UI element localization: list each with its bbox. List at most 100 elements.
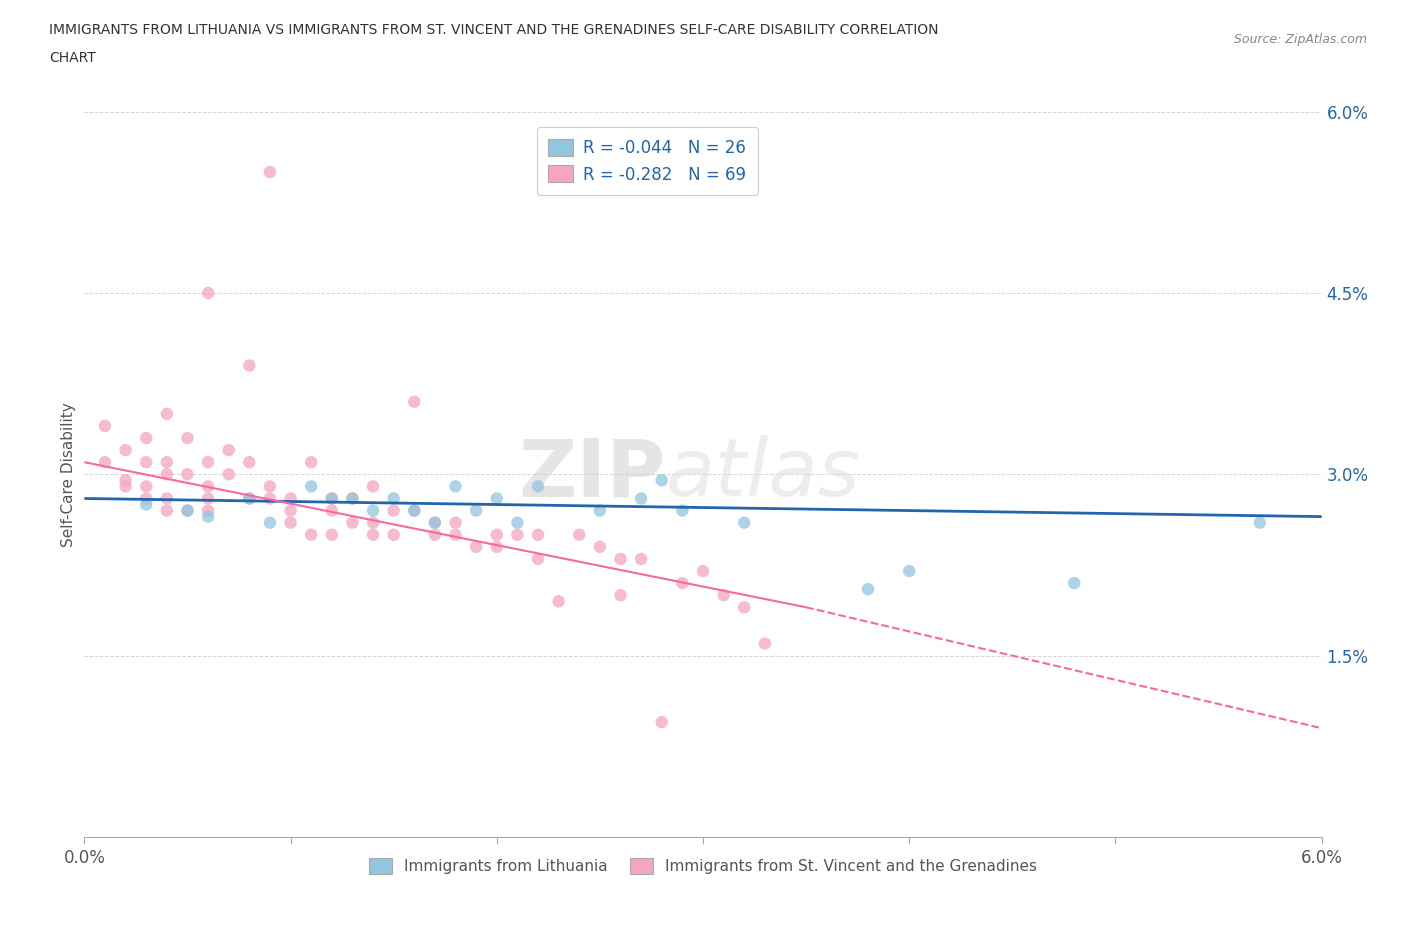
Point [156,467,179,482]
Point [299,527,322,542]
Point [361,503,384,518]
Point [342,491,364,506]
Point [259,479,281,494]
Text: IMMIGRANTS FROM LITHUANIA VS IMMIGRANTS FROM ST. VINCENT AND THE GRENADINES SELF: IMMIGRANTS FROM LITHUANIA VS IMMIGRANTS … [49,23,939,37]
Point [114,443,136,458]
Point [754,636,776,651]
Point [382,491,405,506]
Point [713,588,735,603]
Point [361,515,384,530]
Point [671,576,693,591]
Point [404,503,426,518]
Point [321,491,343,506]
Point [547,594,569,609]
Point [299,479,322,494]
Point [156,455,179,470]
Point [114,479,136,494]
Point [94,455,117,470]
Point [671,503,693,518]
Point [342,491,364,506]
Point [506,527,529,542]
Point [485,527,508,542]
Point [506,515,529,530]
Point [589,503,612,518]
Legend: Immigrants from Lithuania, Immigrants from St. Vincent and the Grenadines: Immigrants from Lithuania, Immigrants fr… [363,852,1043,880]
Point [218,443,240,458]
Point [630,551,652,566]
Point [156,491,179,506]
Point [238,491,260,506]
Point [692,564,714,578]
Point [176,431,198,445]
Point [197,503,219,518]
Point [342,515,364,530]
Point [527,527,550,542]
Text: Source: ZipAtlas.com: Source: ZipAtlas.com [1233,33,1367,46]
Point [280,503,302,518]
Point [197,455,219,470]
Point [218,467,240,482]
Point [527,479,550,494]
Point [238,491,260,506]
Point [176,503,198,518]
Point [94,418,117,433]
Point [197,286,219,300]
Point [156,503,179,518]
Point [135,455,157,470]
Point [404,503,426,518]
Point [444,479,467,494]
Point [135,431,157,445]
Point [423,515,446,530]
Point [609,588,631,603]
Y-axis label: Self-Care Disability: Self-Care Disability [60,402,76,547]
Point [238,455,260,470]
Point [197,479,219,494]
Point [1249,515,1271,530]
Point [382,503,405,518]
Point [135,491,157,506]
Point [898,564,921,578]
Point [589,539,612,554]
Point [444,527,467,542]
Point [361,479,384,494]
Point [651,473,673,488]
Point [259,165,281,179]
Point [238,358,260,373]
Point [156,406,179,421]
Point [361,527,384,542]
Point [114,473,136,488]
Point [485,491,508,506]
Text: ZIP: ZIP [519,435,666,513]
Text: atlas: atlas [666,435,860,513]
Point [609,551,631,566]
Point [135,497,157,512]
Point [465,539,488,554]
Point [321,527,343,542]
Point [1063,576,1085,591]
Point [444,515,467,530]
Point [280,515,302,530]
Point [404,394,426,409]
Point [856,582,879,597]
Point [733,600,755,615]
Point [733,515,755,530]
Point [176,467,198,482]
Point [423,527,446,542]
Point [630,491,652,506]
Point [321,503,343,518]
Point [651,714,673,729]
Point [321,491,343,506]
Text: CHART: CHART [49,51,96,65]
Point [197,510,219,525]
Point [485,539,508,554]
Point [259,491,281,506]
Point [465,503,488,518]
Point [135,479,157,494]
Point [197,491,219,506]
Point [176,503,198,518]
Point [382,527,405,542]
Point [423,515,446,530]
Point [299,455,322,470]
Point [280,491,302,506]
Point [568,527,591,542]
